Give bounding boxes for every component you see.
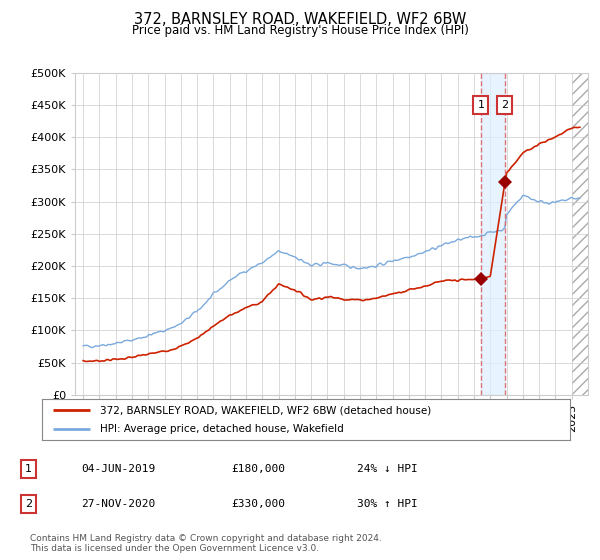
Text: Price paid vs. HM Land Registry's House Price Index (HPI): Price paid vs. HM Land Registry's House … — [131, 24, 469, 36]
Text: 24% ↓ HPI: 24% ↓ HPI — [357, 464, 418, 474]
Text: Contains HM Land Registry data © Crown copyright and database right 2024.
This d: Contains HM Land Registry data © Crown c… — [30, 534, 382, 553]
Bar — [481, 73, 505, 395]
Text: HPI: Average price, detached house, Wakefield: HPI: Average price, detached house, Wake… — [100, 424, 344, 433]
Text: 30% ↑ HPI: 30% ↑ HPI — [357, 499, 418, 509]
Text: 372, BARNSLEY ROAD, WAKEFIELD, WF2 6BW (detached house): 372, BARNSLEY ROAD, WAKEFIELD, WF2 6BW (… — [100, 405, 431, 415]
Text: 04-JUN-2019: 04-JUN-2019 — [81, 464, 155, 474]
Text: 1: 1 — [25, 464, 32, 474]
Text: 27-NOV-2020: 27-NOV-2020 — [81, 499, 155, 509]
Bar — [572, 73, 588, 395]
Text: £330,000: £330,000 — [231, 499, 285, 509]
Bar — [572, 73, 588, 395]
Text: 2: 2 — [502, 100, 509, 110]
Text: 1: 1 — [478, 100, 484, 110]
Text: £180,000: £180,000 — [231, 464, 285, 474]
Text: 372, BARNSLEY ROAD, WAKEFIELD, WF2 6BW: 372, BARNSLEY ROAD, WAKEFIELD, WF2 6BW — [134, 12, 466, 27]
Text: 2: 2 — [25, 499, 32, 509]
